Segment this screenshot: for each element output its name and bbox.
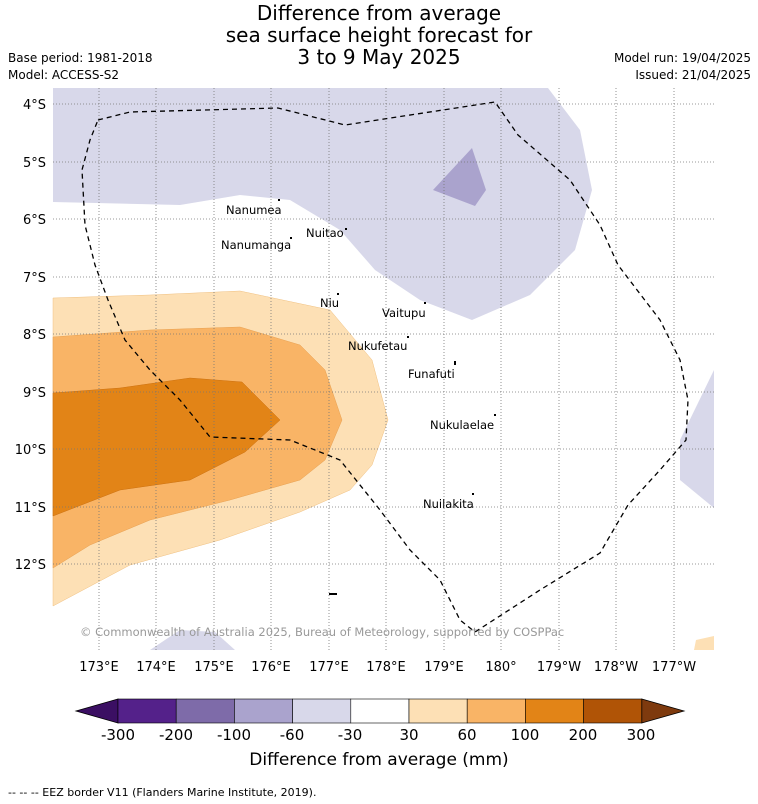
colorbar-tick-label: -200: [159, 726, 193, 744]
lon-label-179w: 179°W: [537, 660, 581, 675]
lon-label-175e: 175°E: [194, 660, 234, 675]
gridlines: [53, 88, 714, 650]
negative-anomaly-core: [433, 148, 486, 206]
colorbar-arrow-high: [641, 698, 686, 724]
lat-label-4s: 4°S: [23, 98, 46, 113]
nanumanga-dot: [290, 237, 292, 239]
colorbar-segment: [525, 698, 584, 724]
lat-label-7s: 7°S: [23, 271, 46, 286]
positive-anomaly-100: [52, 377, 281, 517]
lon-label-180: 180°: [485, 660, 516, 675]
colorbar-tick-label: -30: [338, 726, 363, 744]
niu-dot: [337, 293, 339, 295]
copyright-text: © Commonwealth of Australia 2025, Bureau…: [80, 625, 564, 639]
colorbar-tick-label: -60: [280, 726, 305, 744]
lon-label-176e: 176°E: [251, 660, 291, 675]
colorbar-segment: [292, 698, 352, 724]
island-label-niu: Niu: [320, 296, 339, 310]
colorbar-tick-label: -100: [217, 726, 251, 744]
colorbar-segment: [350, 698, 410, 724]
nuilakita-dot: [472, 493, 474, 495]
island-label-nuitao: Nuitao: [306, 226, 344, 240]
islet-dot: [329, 593, 337, 595]
title-line-2: sea surface height forecast for: [225, 23, 533, 47]
island-label-nanumanga: Nanumanga: [221, 238, 291, 252]
colorbar-segment: [117, 698, 177, 724]
island-label-nuilakita: Nuilakita: [423, 497, 474, 511]
funafuti-dot: [454, 361, 456, 365]
lon-label-173e: 173°E: [79, 660, 119, 675]
colorbar-segment: [583, 698, 643, 724]
lat-label-6s: 6°S: [23, 213, 46, 228]
colorbar-segment: [408, 698, 468, 724]
colorbar-tick-label: 100: [511, 726, 540, 744]
model-name: Model: ACCESS-S2: [8, 68, 120, 82]
colorbar-tick-label: 60: [457, 726, 476, 744]
colorbar-title: Difference from average (mm): [249, 750, 509, 770]
colorbar-segment: [466, 698, 526, 724]
vaitupu-dot: [424, 302, 426, 304]
nukufetau-dot: [407, 336, 409, 338]
colorbar-tick-label: 300: [627, 726, 656, 744]
lat-label-12s: 12°S: [15, 558, 46, 573]
colorbar-segment: [175, 698, 235, 724]
title-line-1: Difference from average: [256, 1, 502, 25]
base-period: Base period: 1981-2018: [8, 51, 153, 65]
island-label-vaitupu: Vaitupu: [382, 306, 426, 320]
negative-anomaly-region: [53, 88, 592, 320]
colorbar-tick-label: -300: [101, 726, 135, 744]
nuitao-dot: [345, 228, 347, 230]
island-label-nukulaelae: Nukulaelae: [430, 418, 494, 432]
colorbar-arrow-low: [74, 698, 119, 724]
island-label-nukufetau: Nukufetau: [348, 339, 407, 353]
nukulaelae-dot: [494, 414, 496, 416]
meta-left: Base period: 1981-2018 Model: ACCESS-S2: [8, 50, 153, 84]
negative-anomaly-east: [680, 370, 714, 508]
eez-footnote: -- -- -- EEZ border V11 (Flanders Marine…: [8, 786, 317, 799]
colorbar: [74, 698, 686, 724]
island-label-nanumea: Nanumea: [226, 203, 282, 217]
island-markers: [278, 199, 496, 595]
colorbar-ticks: -300 -200 -100 -60 -30 30 60 100 200 300: [101, 726, 655, 744]
model-run: Model run: 19/04/2025: [613, 51, 751, 65]
lon-label-178w: 178°W: [594, 660, 638, 675]
lon-label-177w: 177°W: [652, 660, 696, 675]
island-label-funafuti: Funafuti: [408, 367, 455, 381]
lon-label-177e: 177°E: [309, 660, 349, 675]
colorbar-segment: [234, 698, 293, 724]
colorbar-tick-label: 200: [569, 726, 598, 744]
nanumea-dot: [278, 199, 280, 201]
lat-label-9s: 9°S: [23, 386, 46, 401]
map-panel: [52, 88, 714, 650]
lat-label-10s: 10°S: [15, 443, 46, 458]
eez-border: [81, 101, 689, 633]
map-title: Difference from average sea surface heig…: [0, 2, 758, 68]
meta-right: Model run: 19/04/2025 Issued: 21/04/2025: [614, 50, 751, 84]
title-line-3: 3 to 9 May 2025: [297, 45, 461, 69]
lat-label-5s: 5°S: [23, 156, 46, 171]
positive-anomaly-se: [694, 636, 714, 650]
issued-date: Issued: 21/04/2025: [635, 68, 751, 82]
colorbar-tick-label: 30: [399, 726, 418, 744]
lon-label-179e: 179°E: [424, 660, 464, 675]
lon-label-178e: 178°E: [366, 660, 406, 675]
lat-label-8s: 8°S: [23, 328, 46, 343]
lat-label-11s: 11°S: [15, 501, 46, 516]
lon-label-174e: 174°E: [136, 660, 176, 675]
